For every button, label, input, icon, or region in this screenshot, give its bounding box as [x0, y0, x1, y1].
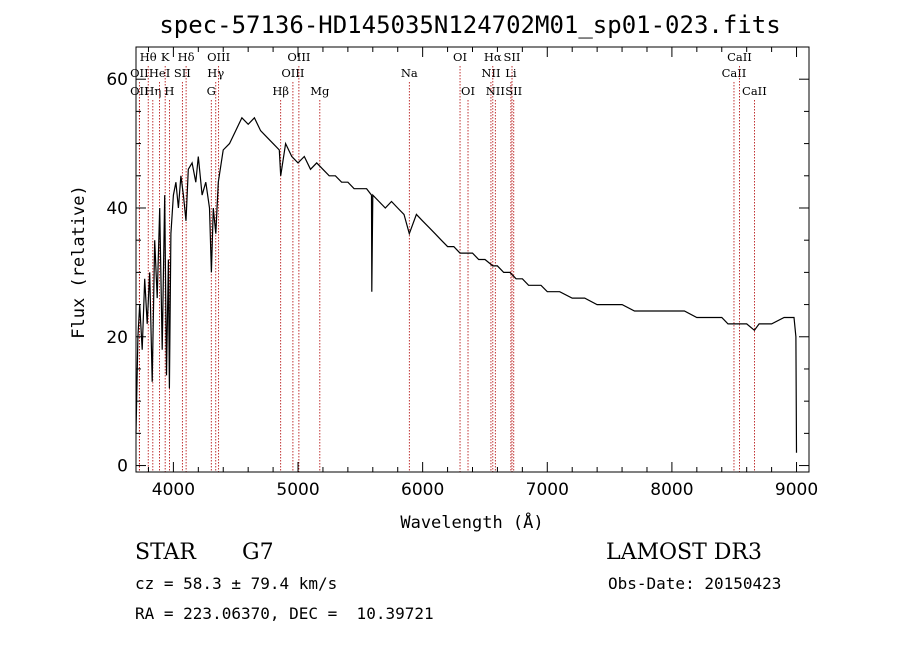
axis-ticks: 4000 5000 6000 7000 8000 9000 0 20 40 60	[106, 47, 818, 500]
spectral-line-label: OI	[461, 84, 475, 98]
spectral-line-label: OII	[130, 84, 149, 98]
y-tick-label: 0	[117, 457, 128, 477]
plot-frame	[135, 46, 810, 473]
y-tick-label: 20	[106, 328, 128, 348]
y-tick-label: 40	[106, 199, 128, 219]
spectral-line-label: Hγ	[207, 66, 224, 80]
spectral-line-label: OIII	[287, 50, 310, 64]
spectral-line-label: Hβ	[272, 84, 289, 98]
spectral-line-label: Hη	[144, 84, 161, 98]
y-axis-label: Flux (relative)	[69, 185, 89, 339]
spectral-line-label: NII	[481, 66, 500, 80]
x-tick-label: 5000	[276, 480, 319, 500]
sky-coordinates: RA = 223.06370, DEC = 10.39721	[135, 604, 434, 623]
survey-name: LAMOST DR3	[606, 540, 762, 565]
x-tick-label: 8000	[650, 480, 693, 500]
spectral-line-label: NII	[486, 84, 505, 98]
spectral-line-label: CaII	[722, 66, 747, 80]
flux-series-line	[135, 116, 798, 453]
x-tick-label: 9000	[775, 480, 818, 500]
observation-date: Obs-Date: 20150423	[608, 574, 782, 593]
y-tick-label: 60	[106, 70, 128, 90]
spectral-line-label: OIII	[207, 50, 230, 64]
spectral-line-label: CaII	[727, 50, 752, 64]
spectral-line-label: SII	[504, 50, 521, 64]
spectral-line-markers: OIIOIIHθHηHeIKHSIIHδGHγOIIIHβOIIIOIIIMgN…	[130, 50, 767, 472]
spectral-line-label: Mg	[310, 84, 330, 98]
spectral-line-label: Hδ	[178, 50, 195, 64]
spectral-line-label: OIII	[281, 66, 304, 80]
spectral-line-label: K	[161, 50, 170, 64]
spectral-line-label: Li	[505, 66, 517, 80]
x-tick-label: 4000	[152, 480, 195, 500]
spectral-line-label: Hα	[484, 50, 502, 64]
spectral-line-label: CaII	[742, 84, 767, 98]
spectral-line-label: Na	[401, 66, 418, 80]
x-axis-label: Wavelength (Å)	[400, 511, 543, 533]
spectral-line-label: OI	[453, 50, 467, 64]
x-tick-label: 7000	[526, 480, 569, 500]
spectral-line-label: Hθ	[140, 50, 157, 64]
spectral-line-label: SII	[174, 66, 191, 80]
object-subclass: G7	[242, 540, 274, 565]
spectral-line-label: SII	[505, 84, 522, 98]
x-tick-label: 6000	[401, 480, 444, 500]
redshift-readout: cz = 58.3 ± 79.4 km/s	[135, 574, 338, 593]
spectral-line-label: G	[207, 84, 216, 98]
spectral-line-label: OII	[130, 66, 149, 80]
chart-title: spec-57136-HD145035N124702M01_sp01-023.f…	[159, 11, 780, 39]
spectral-line-label: HeI	[149, 66, 170, 80]
spectral-line-label: H	[164, 84, 174, 98]
object-class: STAR	[135, 540, 196, 565]
